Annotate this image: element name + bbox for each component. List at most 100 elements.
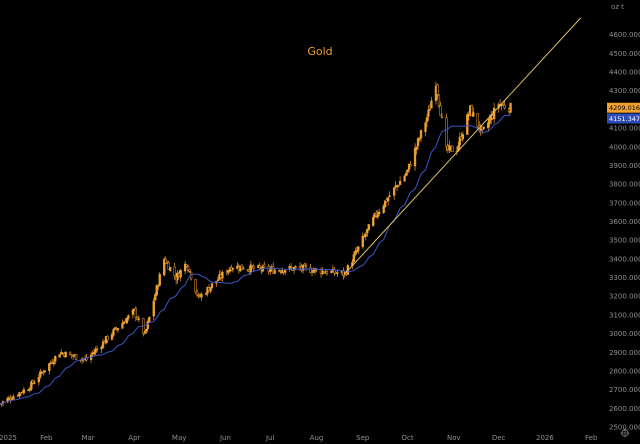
candle-body — [461, 134, 464, 140]
x-tick-label: Apr — [128, 434, 140, 442]
candle-body — [200, 294, 203, 298]
candle-body — [94, 349, 97, 353]
candle-body — [31, 380, 34, 384]
candle-body — [146, 321, 149, 329]
y-tick-label: 3200.0000 — [609, 293, 640, 301]
x-tick-label: May — [172, 434, 186, 442]
candle-body — [186, 266, 190, 271]
trendline[interactable] — [344, 17, 582, 275]
candle-body — [74, 354, 78, 360]
candle-body — [12, 396, 15, 400]
candle-body — [476, 113, 479, 127]
candle-body — [197, 294, 200, 296]
y-tick-label: 3400.0000 — [609, 255, 640, 263]
x-tick-label: 2026 — [536, 434, 554, 442]
y-tick-label: 3900.0000 — [609, 162, 640, 170]
candle-body — [397, 185, 400, 187]
candle-body — [467, 114, 470, 117]
candle-body — [487, 122, 490, 129]
x-tick-label: Dec — [492, 434, 506, 442]
y-tick-label: 3700.0000 — [609, 199, 640, 207]
moving-average-line — [0, 114, 511, 405]
candle-body — [154, 294, 157, 301]
candle-body — [403, 175, 406, 182]
candle-body — [419, 130, 423, 139]
candle-body — [325, 270, 329, 274]
y-tick-label: 4300.0000 — [609, 87, 640, 95]
candle-body — [169, 267, 172, 271]
candle-body — [437, 94, 441, 106]
candle-body — [413, 148, 417, 167]
y-tick-label: 3000.0000 — [609, 330, 640, 338]
last-price-tag-bg — [607, 102, 640, 113]
candle-body — [122, 321, 126, 325]
candle-body — [143, 332, 146, 334]
settings-icon[interactable] — [620, 428, 630, 438]
candle-body — [101, 341, 105, 349]
candle-body — [183, 263, 187, 272]
candle-body — [440, 116, 444, 118]
candle-body — [249, 264, 252, 273]
candle-body — [58, 354, 61, 358]
x-tick-label: Sep — [356, 434, 370, 442]
x-tick-label: 2025 — [0, 434, 17, 442]
candle-body — [458, 136, 461, 146]
candle-body — [100, 346, 103, 350]
candle-body — [278, 270, 281, 272]
candle-body — [131, 309, 135, 315]
candle-body — [392, 187, 396, 196]
y-tick-label: 2800.0000 — [609, 367, 640, 375]
candle-body — [42, 372, 45, 374]
candle-body — [352, 254, 355, 263]
y-tick-label: 3100.0000 — [609, 311, 640, 319]
candle-body — [185, 264, 188, 267]
candle-body — [439, 105, 442, 116]
candle-body — [164, 258, 167, 264]
candle-body — [482, 126, 485, 129]
candle-body — [106, 335, 109, 341]
y-tick-label: 4400.0000 — [609, 69, 640, 77]
candle-body — [179, 269, 182, 278]
candle-body — [204, 293, 208, 295]
x-tick-label: Feb — [585, 434, 598, 442]
y-tick-label: 2700.0000 — [609, 386, 640, 394]
candle-body — [134, 308, 138, 318]
candle-body — [466, 114, 469, 135]
candles-layer — [0, 81, 512, 407]
candle-body — [398, 180, 402, 185]
candle-body — [470, 105, 473, 116]
candle-body — [30, 381, 33, 390]
candle-body — [148, 316, 151, 322]
candle-body — [415, 146, 418, 150]
candle-body — [407, 163, 411, 170]
y-tick-label: 3800.0000 — [609, 181, 640, 189]
x-tick-label: Oct — [402, 434, 414, 442]
candle-body — [209, 287, 212, 292]
candle-body — [294, 266, 297, 268]
candle-body — [242, 268, 245, 270]
candle-body — [387, 197, 390, 202]
candle-body — [376, 213, 379, 218]
candle-body — [231, 268, 235, 270]
x-tick-label: Jul — [265, 434, 275, 442]
x-tick-label: Jun — [219, 434, 231, 442]
y-tick-label: 2600.0000 — [609, 405, 640, 413]
y-tick-label: 3600.0000 — [609, 218, 640, 226]
y-tick-label: 3500.0000 — [609, 237, 640, 245]
y-tick-label: 4600.0000 — [609, 31, 640, 39]
candle-body — [127, 315, 130, 319]
candle-body — [37, 377, 40, 383]
candle-body — [424, 122, 427, 132]
candle-body — [357, 246, 360, 251]
candle-body — [372, 217, 375, 226]
candle-body — [48, 363, 51, 372]
x-tick-label: Mar — [81, 434, 94, 442]
price-tags: 4209.0161 4151.3470 — [607, 102, 640, 124]
candle-body — [43, 370, 46, 373]
ma-price-tag: 4151.3470 — [609, 115, 640, 123]
y-tick-label: 4500.0000 — [609, 50, 640, 58]
candle-body — [152, 300, 155, 317]
chart-title: Gold — [307, 45, 332, 58]
